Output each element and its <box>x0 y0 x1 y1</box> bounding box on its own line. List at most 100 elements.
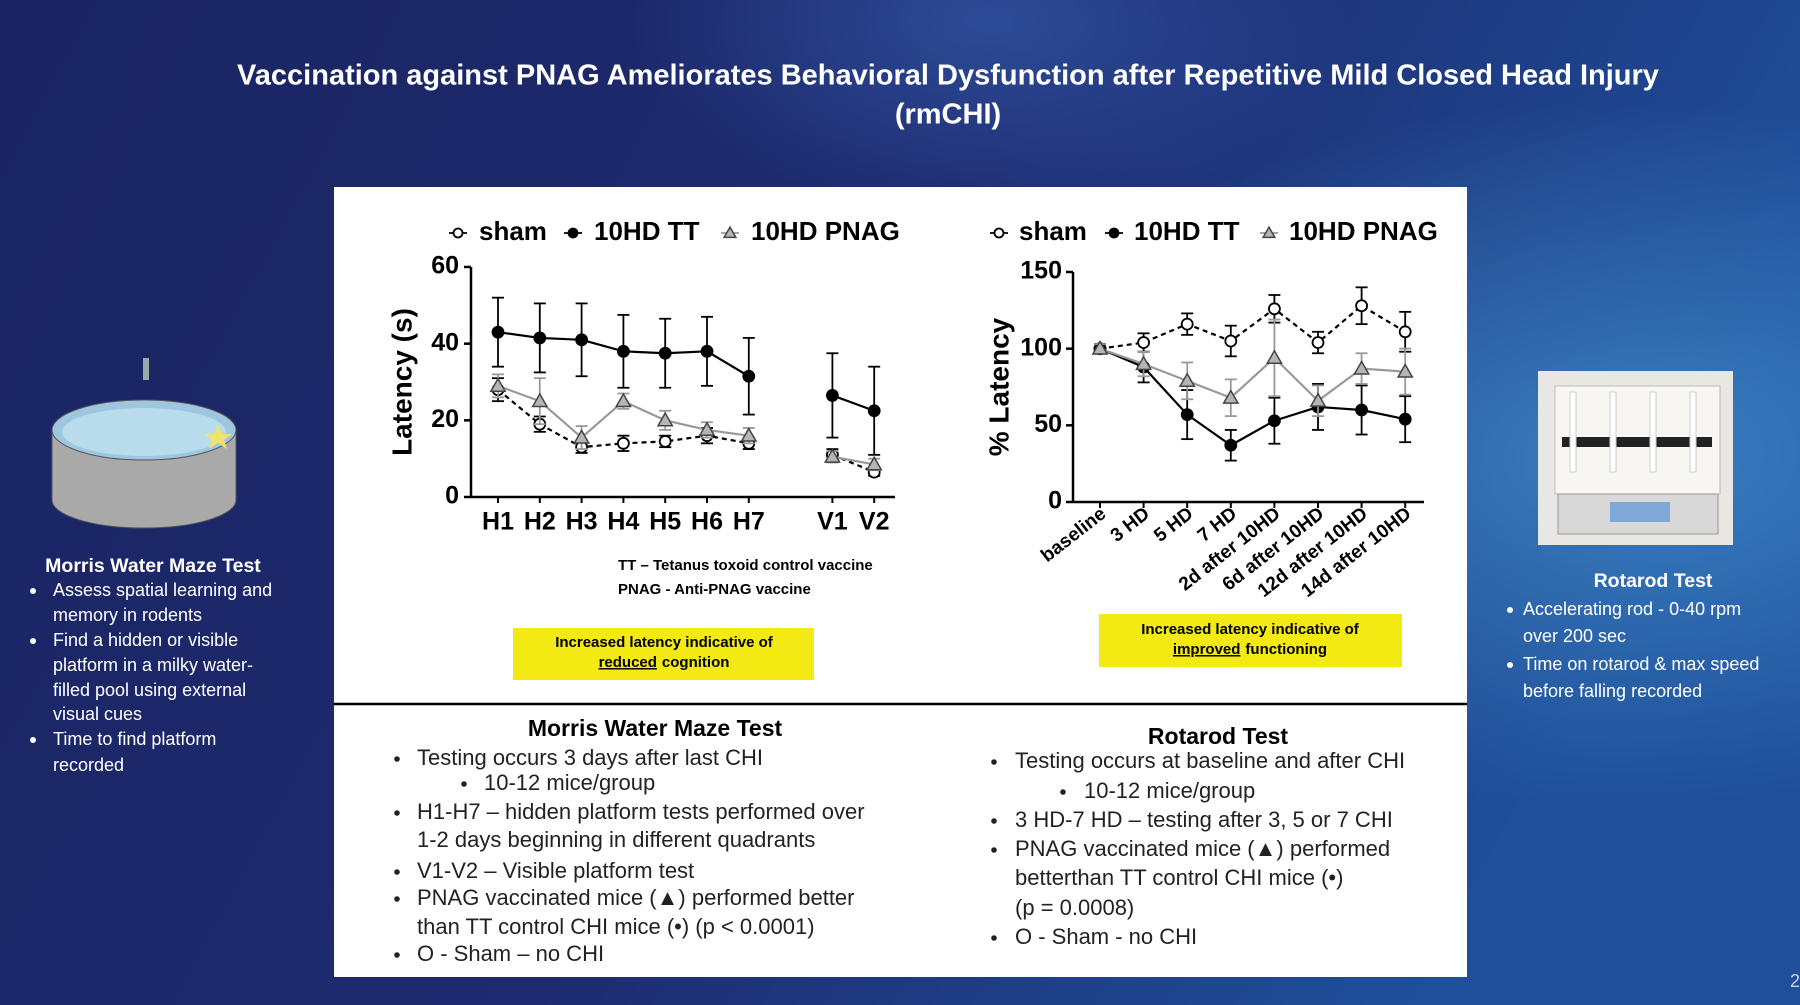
y-tick-label: 0 <box>445 482 459 510</box>
data-marker <box>722 225 738 239</box>
bullet-dot <box>394 869 400 875</box>
callout-after: cognition <box>662 654 730 671</box>
data-marker <box>1355 299 1368 313</box>
panel-text: over 200 sec <box>1523 626 1626 646</box>
data-marker <box>614 392 632 408</box>
data-marker <box>1309 392 1327 407</box>
data-marker <box>658 435 672 448</box>
summary-text: 3 HD-7 HD – testing after 3, 5 or 7 CHI <box>1015 807 1393 832</box>
note: TT – Tetanus toxoid control vaccine <box>618 557 873 574</box>
summary-text: H1-H7 – hidden platform tests performed … <box>417 799 865 824</box>
legend-label: 10HD TT <box>1134 216 1240 246</box>
panel-text: Time on rotarod & max speed <box>1523 654 1759 674</box>
panel-text: visual cues <box>53 704 142 724</box>
summary-text: Testing occurs at baseline and after CHI <box>1015 748 1405 773</box>
page-number: 2 <box>1790 971 1800 991</box>
bullet-dot <box>461 781 467 787</box>
series-line <box>1099 347 1406 447</box>
x-tick-label: V2 <box>859 508 890 536</box>
summary-text: 1-2 days beginning in different quadrant… <box>417 827 815 852</box>
summary-text: O - Sham - no CHI <box>1015 924 1197 949</box>
panel-text: Find a hidden or visible <box>53 630 238 650</box>
data-marker <box>491 325 505 339</box>
data-marker <box>533 331 547 345</box>
data-marker <box>1268 414 1281 428</box>
bullet-dot <box>1507 662 1513 668</box>
data-marker <box>1108 227 1120 239</box>
data-marker <box>698 421 716 437</box>
note: PNAG - Anti-PNAG vaccine <box>618 581 811 598</box>
slide-title: Vaccination against PNAG Ameliorates Beh… <box>237 60 1659 92</box>
y-tick-label: 20 <box>431 405 459 433</box>
summary-text: betterthan TT control CHI mice (•) <box>1015 865 1343 890</box>
bullet-dot <box>30 638 36 644</box>
data-marker <box>617 344 630 358</box>
bullet-dot <box>30 737 36 743</box>
data-marker <box>1311 336 1325 349</box>
bullet-dot <box>991 847 997 853</box>
callout-underlined: improved <box>1173 641 1241 658</box>
callout-box <box>513 628 814 680</box>
summary-text: PNAG vaccinated mice (▲) performed bette… <box>417 885 855 910</box>
rotarod-illustration <box>1538 371 1733 545</box>
summary-text: PNAG vaccinated mice (▲) performed <box>1015 836 1390 861</box>
data-marker <box>1398 412 1412 426</box>
callout-after: functioning <box>1245 641 1327 658</box>
data-marker <box>656 411 674 427</box>
data-marker <box>993 227 1005 239</box>
data-marker <box>1137 336 1150 349</box>
x-tick-label: H5 <box>649 508 681 536</box>
y-tick-label: 50 <box>1034 410 1062 438</box>
bullet-dot <box>991 818 997 824</box>
callout-box <box>1099 614 1402 667</box>
x-tick-label: H7 <box>733 508 765 536</box>
bullet-dot <box>1060 789 1066 795</box>
data-marker <box>1268 302 1281 316</box>
panel-title: Morris Water Maze Test <box>45 555 261 577</box>
data-marker <box>1261 225 1277 239</box>
callout-text: Increased latency indicative of <box>1141 621 1360 638</box>
content: Vaccination against PNAG Ameliorates Beh… <box>30 60 1800 991</box>
summary-title: Rotarod Test <box>1148 723 1288 749</box>
data-marker <box>1355 403 1368 417</box>
data-marker <box>867 404 881 418</box>
data-marker <box>531 392 549 408</box>
callout-underlined: reduced <box>599 654 657 671</box>
data-marker <box>1353 359 1371 375</box>
data-marker <box>489 377 507 392</box>
bullet-dot <box>1507 607 1513 613</box>
data-marker <box>1224 334 1238 348</box>
summary-text: O - Sham – no CHI <box>417 941 604 966</box>
data-marker <box>1398 325 1412 339</box>
series-line <box>1099 304 1406 350</box>
x-tick-label: H4 <box>607 508 639 536</box>
data-marker <box>1222 389 1240 404</box>
bullet-dot <box>991 935 997 941</box>
data-marker <box>826 389 839 402</box>
data-marker <box>865 455 883 471</box>
callout-text: reduced cognition <box>599 654 730 671</box>
callout-text: Increased latency indicative of <box>555 634 774 651</box>
slide-title: (rmCHI) <box>895 99 1001 131</box>
bullet-dot <box>991 759 997 765</box>
bullet-dot <box>394 896 400 902</box>
legend-label: sham <box>479 216 547 246</box>
y-tick-label: 0 <box>1048 487 1062 515</box>
data-marker <box>567 227 579 239</box>
x-tick-label: H1 <box>482 508 514 536</box>
y-tick-label: 60 <box>431 252 459 280</box>
data-marker <box>1224 438 1238 452</box>
bullet-dot <box>394 952 400 958</box>
legend-label: 10HD TT <box>594 216 700 246</box>
y-tick-label: 40 <box>431 328 459 356</box>
summary-text: 10-12 mice/group <box>484 770 655 795</box>
panel-text: Time to find platform <box>53 729 216 749</box>
data-marker <box>1178 372 1196 387</box>
data-marker <box>1396 363 1414 378</box>
summary-title: Morris Water Maze Test <box>528 715 783 741</box>
data-marker <box>452 227 464 239</box>
legend-label: 10HD PNAG <box>1289 216 1438 246</box>
x-tick-label: V1 <box>817 508 848 536</box>
